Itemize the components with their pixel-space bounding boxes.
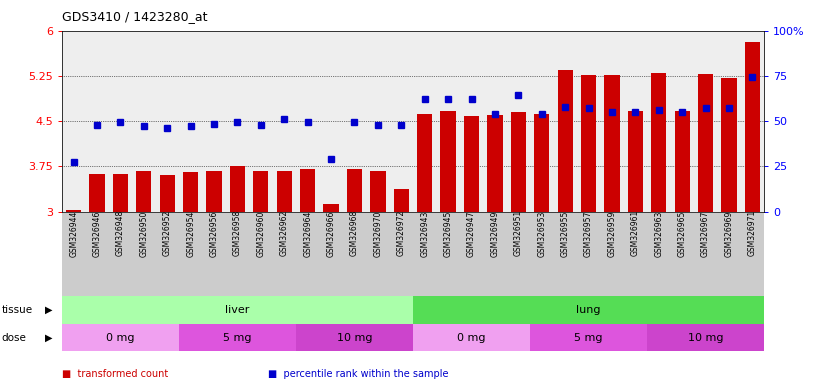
Text: 5 mg: 5 mg (574, 333, 603, 343)
Bar (296, 324, 413, 351)
Bar (62, 296, 413, 324)
Bar (62, 324, 179, 351)
Bar (675, 111, 690, 212)
Text: dose: dose (2, 333, 26, 343)
Text: 0 mg: 0 mg (107, 333, 135, 343)
Text: ■  percentile rank within the sample: ■ percentile rank within the sample (268, 369, 449, 379)
Bar (300, 169, 316, 212)
Bar (66, 210, 81, 212)
Bar (721, 78, 737, 212)
Text: 0 mg: 0 mg (458, 333, 486, 343)
Text: ▶: ▶ (45, 333, 53, 343)
Bar (179, 324, 296, 351)
Text: ▶: ▶ (45, 305, 53, 315)
Bar (89, 174, 105, 212)
Text: 10 mg: 10 mg (337, 333, 373, 343)
Bar (277, 170, 292, 212)
Bar (530, 324, 647, 351)
Text: 10 mg: 10 mg (688, 333, 724, 343)
Bar (510, 112, 526, 212)
Bar (464, 116, 479, 212)
Bar (558, 70, 572, 212)
Bar (440, 111, 456, 212)
Bar (347, 169, 362, 212)
Text: ■  transformed count: ■ transformed count (62, 369, 169, 379)
Bar (183, 172, 198, 212)
Text: lung: lung (577, 305, 601, 315)
Text: GDS3410 / 1423280_at: GDS3410 / 1423280_at (62, 10, 207, 23)
Bar (394, 189, 409, 212)
Bar (745, 41, 760, 212)
Bar (230, 166, 245, 212)
Bar (487, 115, 502, 212)
Bar (534, 114, 549, 212)
Text: tissue: tissue (2, 305, 33, 315)
Bar (628, 111, 643, 212)
Bar (413, 324, 530, 351)
Bar (698, 73, 713, 212)
Bar (651, 73, 667, 212)
Bar (581, 75, 596, 212)
Bar (647, 324, 764, 351)
Text: liver: liver (225, 305, 249, 315)
Bar (113, 174, 128, 212)
Bar (370, 170, 386, 212)
Text: 5 mg: 5 mg (223, 333, 252, 343)
Bar (324, 204, 339, 212)
Bar (254, 171, 268, 212)
Bar (206, 170, 221, 212)
Bar (417, 114, 432, 212)
Bar (159, 175, 175, 212)
Bar (413, 296, 764, 324)
Bar (136, 171, 151, 212)
Bar (605, 75, 620, 212)
